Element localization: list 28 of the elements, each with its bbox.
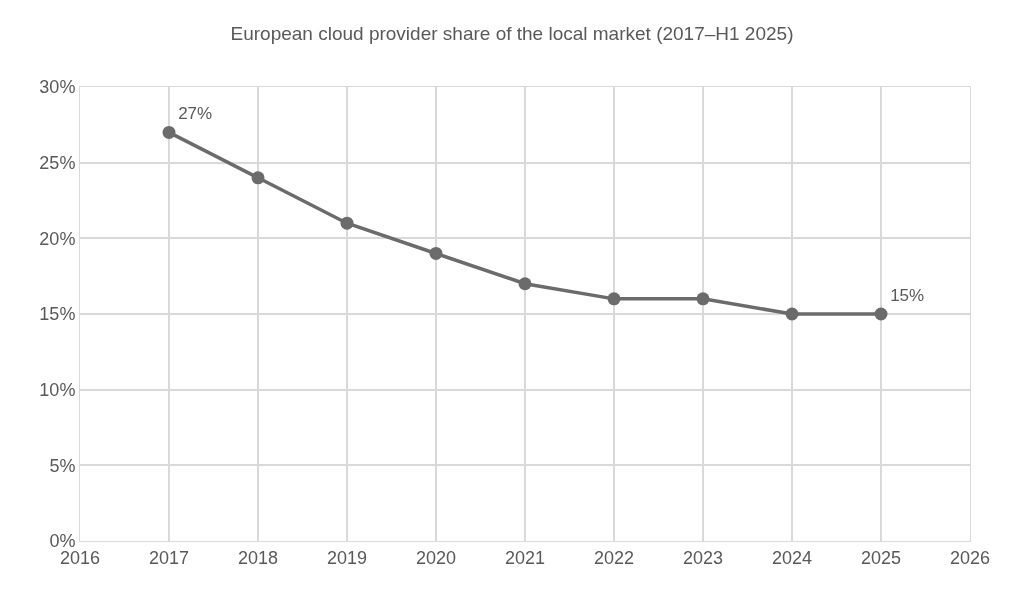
x-tick-label: 2023 [682, 547, 724, 568]
x-tick-label: 2024 [771, 547, 813, 568]
y-tick-label: 15% [39, 304, 76, 325]
point [785, 307, 799, 321]
x-tick-label: 2021 [504, 547, 546, 568]
y-tick-label: 5% [49, 455, 76, 476]
data-label: 27% [178, 104, 213, 124]
point [874, 307, 888, 321]
x-tick-label: 2026 [949, 547, 991, 568]
data-label: 15% [890, 285, 925, 305]
point [340, 216, 354, 230]
chart-title: European cloud provider share of the local market (2017–H1 2025) [230, 22, 794, 44]
x-tick-label: 2020 [415, 547, 457, 568]
point [162, 125, 176, 139]
x-tick-label: 2017 [148, 547, 190, 568]
y-tick-label: 25% [39, 152, 76, 173]
y-tick-label: 10% [39, 379, 76, 400]
y-tick-label: 30% [39, 77, 76, 98]
point [518, 277, 532, 291]
point [607, 292, 621, 306]
x-tick-label: 2022 [593, 547, 635, 568]
x-tick-label: 2018 [237, 547, 279, 568]
point [251, 171, 265, 185]
x-tick-label: 2019 [326, 547, 368, 568]
point [696, 292, 710, 306]
x-tick-label: 2025 [860, 547, 902, 568]
point [429, 246, 443, 260]
y-tick-label: 20% [39, 228, 76, 249]
